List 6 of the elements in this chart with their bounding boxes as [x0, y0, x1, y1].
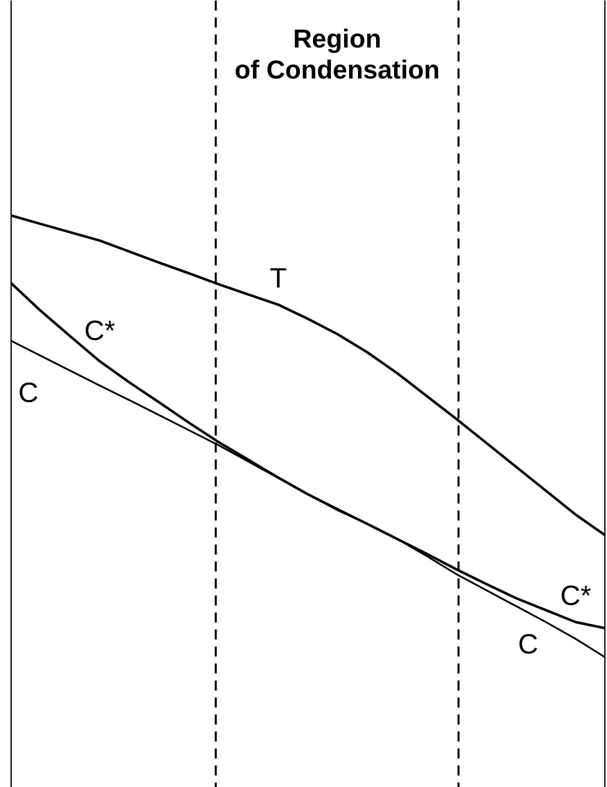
series-label: C*	[84, 314, 116, 346]
text: C*	[560, 580, 592, 612]
text: C	[18, 377, 38, 408]
series-label: T	[270, 262, 287, 294]
text: Region of Condensation	[234, 24, 440, 84]
series-label: C	[518, 628, 538, 660]
